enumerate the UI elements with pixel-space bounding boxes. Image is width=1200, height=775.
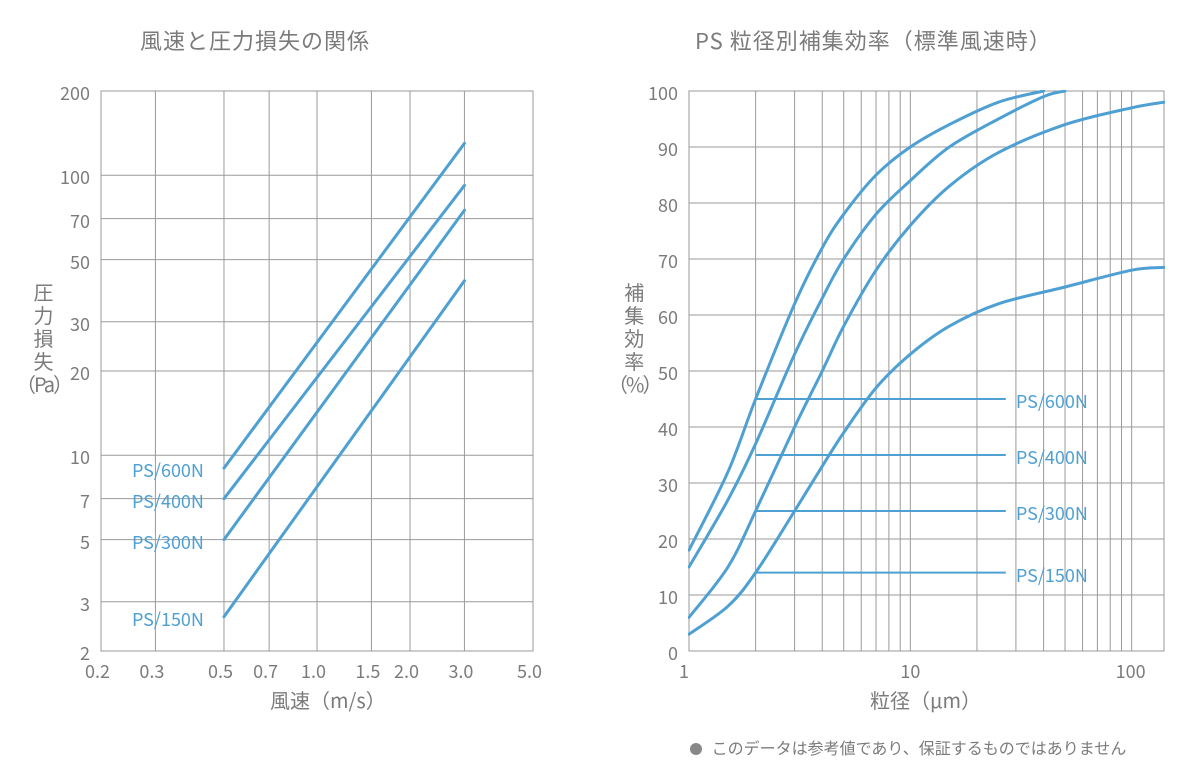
x-tick-label: 10 <box>900 658 920 684</box>
chart2-xlabel: 粒径（μm） <box>870 685 981 714</box>
series-label: PS/300N <box>1016 500 1088 526</box>
y-tick-label: 10 <box>70 444 90 470</box>
chart2-title: PS 粒径別補集効率（標準風速時） <box>695 24 1052 56</box>
y-tick-label: 20 <box>658 528 678 554</box>
y-tick-label: 100 <box>60 164 90 190</box>
series-label: PS/150N <box>1016 562 1088 588</box>
page: { "colors": { "line": "#4ea0d3", "grid":… <box>0 0 1200 775</box>
x-tick-label: 5.0 <box>517 658 542 684</box>
series-label: PS/600N <box>132 457 204 483</box>
y-tick-label: 40 <box>658 416 678 442</box>
y-tick-label: 0 <box>668 640 678 666</box>
y-tick-label: 30 <box>70 311 90 337</box>
chart1-xlabel: 風速（m/s） <box>270 685 386 714</box>
y-tick-label: 10 <box>658 584 678 610</box>
x-tick-label: 1 <box>679 658 689 684</box>
chart2-plot <box>688 90 1165 652</box>
y-tick-label: 7 <box>80 488 90 514</box>
series-label: PS/600N <box>1016 388 1088 414</box>
footnote: このデータは参考値であり、保証するものではありません <box>690 735 1126 759</box>
series-label: PS/400N <box>1016 444 1088 470</box>
x-tick-label: 3.0 <box>448 658 473 684</box>
series-label: PS/150N <box>132 606 204 632</box>
x-tick-label: 0.3 <box>139 658 164 684</box>
y-tick-label: 80 <box>658 192 678 218</box>
y-tick-label: 3 <box>80 591 90 617</box>
x-tick-label: 1.0 <box>301 658 326 684</box>
x-tick-label: 1.5 <box>355 658 380 684</box>
chart2-ylabel: 補 集 効 率 （%） <box>608 280 660 395</box>
y-tick-label: 100 <box>648 80 678 106</box>
bullet-icon <box>690 743 702 755</box>
x-tick-label: 100 <box>1116 658 1146 684</box>
y-tick-label: 50 <box>658 360 678 386</box>
chart1-ylabel: 圧 力 損 失 （Pa） <box>16 280 71 395</box>
y-tick-label: 70 <box>70 208 90 234</box>
footnote-text: このデータは参考値であり、保証するものではありません <box>712 735 1127 759</box>
series-label: PS/400N <box>132 488 204 514</box>
y-tick-label: 5 <box>80 529 90 555</box>
chart1-title: 風速と圧力損失の関係 <box>140 24 370 56</box>
y-tick-label: 70 <box>658 248 678 274</box>
y-tick-label: 30 <box>658 472 678 498</box>
series-label: PS/300N <box>132 529 204 555</box>
x-tick-label: 0.5 <box>208 658 233 684</box>
ylabel-char: （%） <box>608 372 660 395</box>
y-tick-label: 90 <box>658 136 678 162</box>
y-tick-label: 20 <box>70 360 90 386</box>
x-tick-label: 0.7 <box>253 658 278 684</box>
y-tick-label: 50 <box>70 249 90 275</box>
y-tick-label: 2 <box>80 640 90 666</box>
y-tick-label: 200 <box>60 80 90 106</box>
y-tick-label: 60 <box>658 304 678 330</box>
x-tick-label: 2.0 <box>394 658 419 684</box>
ylabel-char: （Pa） <box>16 372 71 395</box>
chart1-plot <box>100 90 534 652</box>
